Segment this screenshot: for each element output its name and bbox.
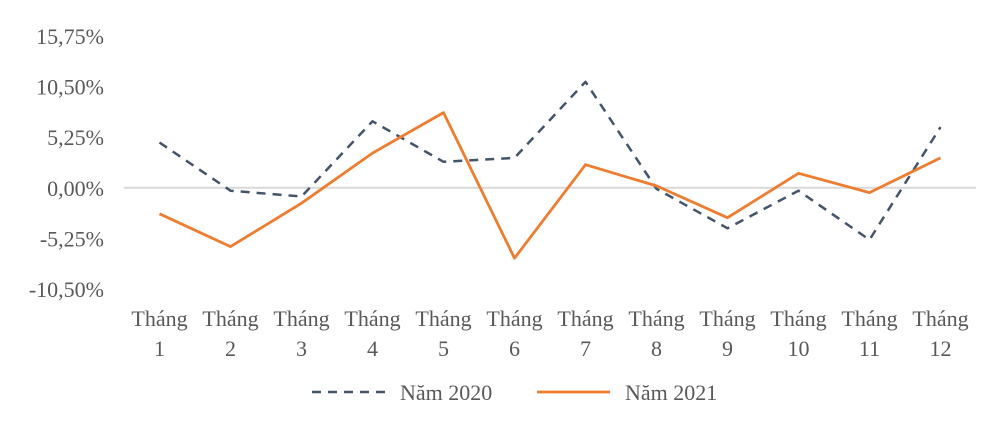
x-tick-label-line2: 8 (651, 336, 662, 361)
x-tick-label-line1: Tháng (131, 306, 187, 331)
x-tick-label-line1: Tháng (273, 306, 329, 331)
x-tick-label-line1: Tháng (770, 306, 826, 331)
y-tick-label: -10,50% (29, 277, 104, 302)
legend: Năm 2020 Năm 2021 (312, 380, 717, 405)
x-tick-label-line1: Tháng (912, 306, 968, 331)
x-tick-label-line2: 2 (225, 336, 236, 361)
series-layer (158, 80, 942, 260)
y-tick-label: 5,25% (47, 125, 104, 150)
y-tick-label: 15,75% (36, 24, 104, 49)
x-tick-label-line1: Tháng (202, 306, 258, 331)
series-line-1 (158, 80, 942, 242)
x-tick-label-line1: Tháng (415, 306, 471, 331)
x-tick-label-line2: 12 (930, 336, 952, 361)
x-axis-ticks: Tháng 1 Tháng 2 Tháng 3 Tháng 4 Tháng 5 Tháng 6 Thán… (131, 306, 968, 361)
x-tick-label-line2: 4 (367, 336, 378, 361)
x-tick-label-line1: Tháng (557, 306, 613, 331)
x-tick-label-line2: 5 (438, 336, 449, 361)
x-tick-label-line1: Tháng (344, 306, 400, 331)
series-line-2 (158, 111, 942, 260)
x-tick-label-line2: 1 (154, 336, 165, 361)
y-tick-label: 0,00% (47, 176, 104, 201)
y-tick-label: -5,25% (40, 226, 104, 251)
legend-label-1: Năm 2020 (400, 380, 492, 405)
x-tick-label-line1: Tháng (486, 306, 542, 331)
y-axis-ticks: 15,75% 10,50% 5,25% 0,00% -5,25% -10,50% (29, 24, 104, 302)
x-tick-label-line1: Tháng (841, 306, 897, 331)
x-tick-label-line1: Tháng (628, 306, 684, 331)
x-tick-label-line2: 9 (722, 336, 733, 361)
x-tick-label-line2: 11 (859, 336, 880, 361)
y-tick-label: 10,50% (36, 75, 104, 100)
x-tick-label-line1: Tháng (699, 306, 755, 331)
x-tick-label-line2: 10 (788, 336, 810, 361)
x-tick-label-line2: 7 (580, 336, 591, 361)
x-tick-label-line2: 3 (296, 336, 307, 361)
x-tick-label-line2: 6 (509, 336, 520, 361)
legend-label-2: Năm 2021 (625, 380, 717, 405)
